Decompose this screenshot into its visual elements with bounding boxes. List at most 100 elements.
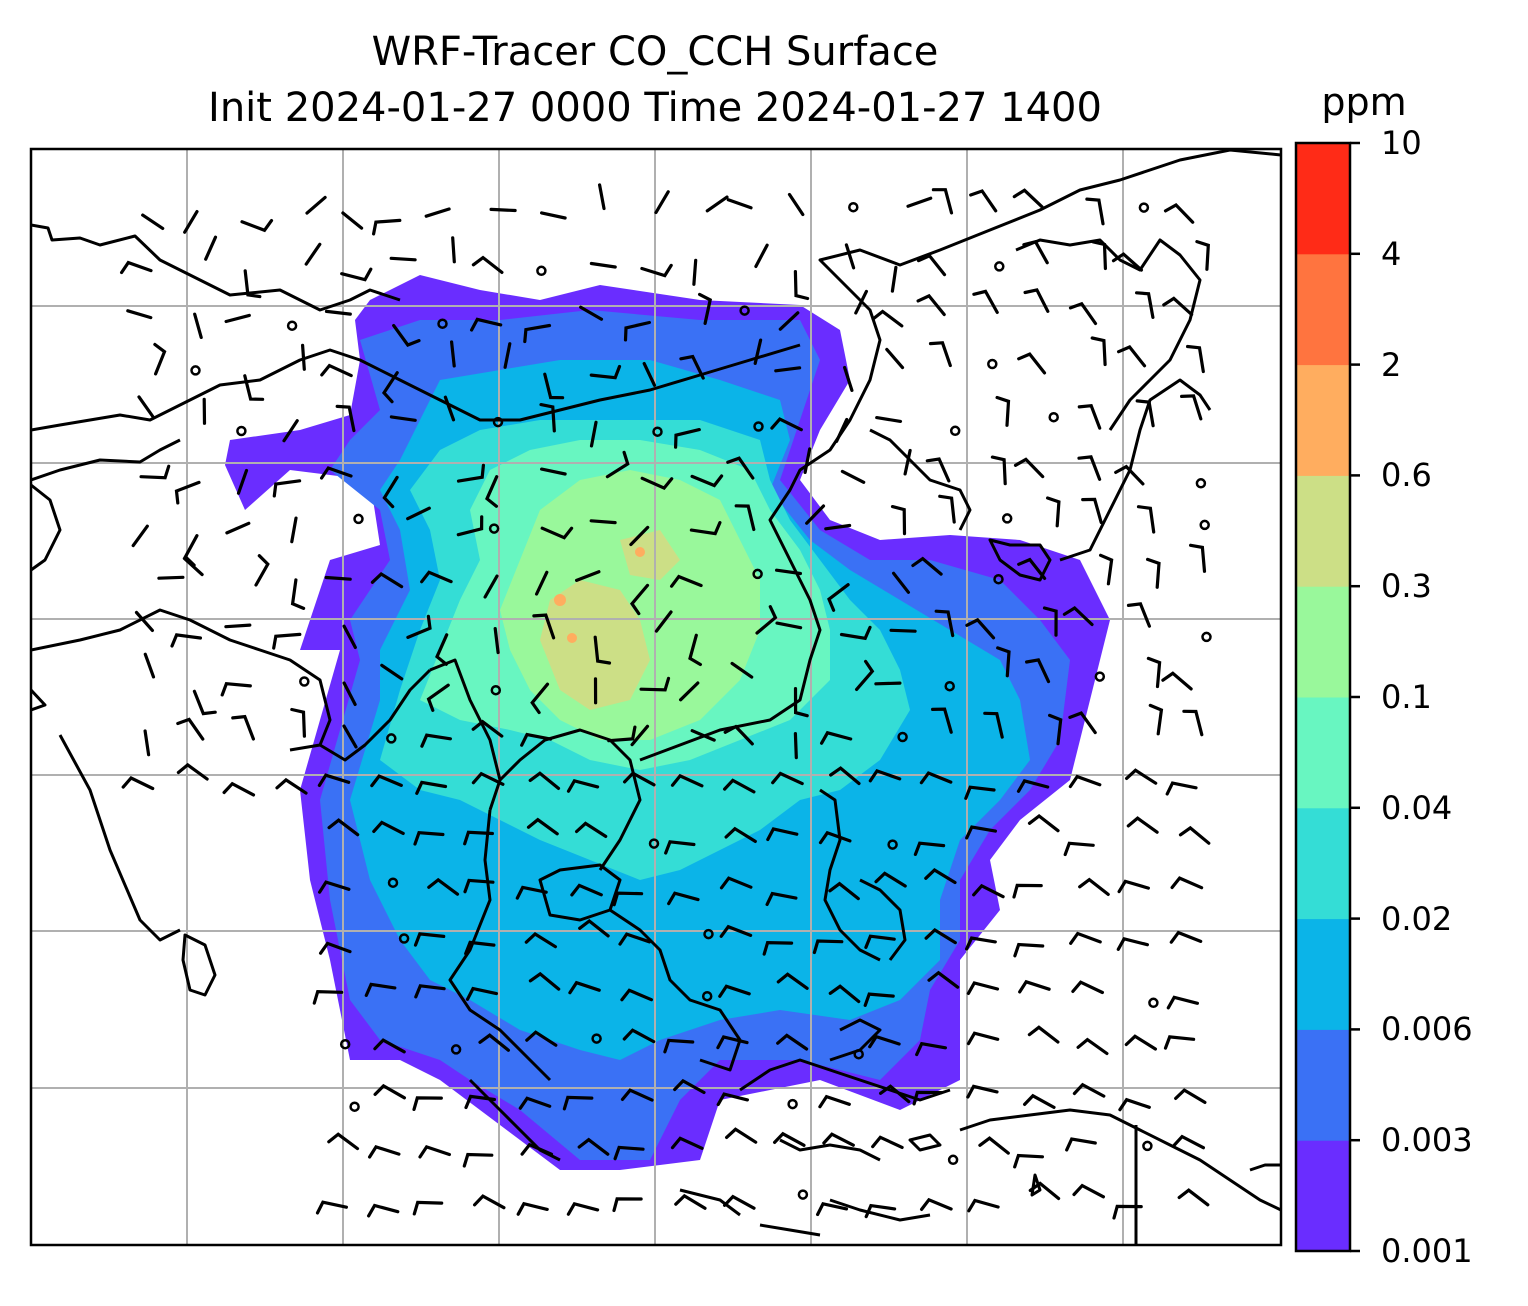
wind-barb [623, 320, 651, 342]
wind-barb [174, 480, 201, 505]
wind-barb [1012, 883, 1043, 899]
wind-barb [776, 1033, 809, 1051]
wind-barb [639, 676, 671, 692]
wind-barb [305, 195, 327, 215]
wind-barb [805, 504, 826, 525]
wind-barb [911, 556, 943, 576]
calm-wind-circle [1001, 513, 1013, 524]
wind-barb [1124, 1034, 1157, 1051]
wind-barb [892, 571, 910, 594]
colorbar-tick-label: 10 [1381, 124, 1422, 162]
wind-barb [919, 771, 953, 785]
wind-barb [335, 404, 356, 433]
wind-barb [705, 195, 729, 213]
calm-wind-circle [949, 425, 961, 437]
colorbar-segment [1296, 586, 1350, 698]
wind-barb [931, 188, 954, 215]
wind-barb [301, 343, 306, 371]
wind-barb [524, 931, 557, 949]
wind-barb [463, 830, 494, 846]
wind-barb [778, 311, 800, 331]
wind-barb [969, 189, 998, 213]
wind-barb [120, 260, 153, 275]
calm-wind-circle [1138, 202, 1150, 213]
wind-barb [566, 1201, 600, 1216]
wind-barb [450, 340, 456, 368]
wind-barbs [120, 183, 1212, 1220]
wind-barb [854, 289, 868, 315]
wind-barb [134, 610, 154, 632]
wind-barb [1182, 709, 1204, 737]
wind-barb [578, 918, 610, 938]
wind-barb [528, 971, 561, 991]
wind-barb [1169, 930, 1203, 944]
calm-wind-circle [488, 523, 500, 534]
calm-wind-circle [339, 1038, 351, 1050]
wind-barb [990, 455, 1007, 486]
wind-barb [471, 719, 504, 738]
wind-barb [412, 1096, 443, 1111]
wind-barb [126, 309, 153, 320]
wind-barb [406, 506, 431, 521]
wind-barb [931, 707, 953, 734]
wind-barb [473, 1194, 506, 1210]
wind-barb [1174, 1088, 1207, 1104]
wind-barb [924, 927, 957, 945]
wind-barb [1116, 936, 1149, 951]
wind-barb [1112, 1204, 1143, 1220]
wind-barb [793, 687, 809, 718]
wind-barb [1027, 1025, 1060, 1044]
wind-barb [1025, 658, 1051, 684]
wind-barb [222, 781, 256, 797]
wind-barb [1163, 203, 1195, 224]
wind-barb [1077, 403, 1102, 430]
calm-wind-circle [1199, 519, 1210, 531]
wind-barb [670, 574, 703, 588]
wind-barb [272, 632, 302, 650]
wind-barb [753, 338, 763, 365]
wind-barb [605, 450, 630, 479]
wind-barb [485, 475, 499, 508]
wind-barb [415, 780, 448, 795]
colorbar-segment [1296, 697, 1350, 809]
colorbar-unit-label: ppm [1321, 80, 1407, 124]
wind-barb [1177, 1188, 1210, 1207]
calm-wind-circle [994, 261, 1005, 272]
wind-barb [364, 982, 397, 997]
wind-barb [478, 1033, 510, 1052]
calm-wind-circle [591, 1033, 602, 1044]
wind-barb [530, 682, 550, 715]
wind-barb [724, 826, 757, 843]
wind-barb [1135, 399, 1155, 428]
wind-barb [176, 762, 209, 781]
wind-barb [1016, 779, 1050, 793]
wind-barb [593, 635, 612, 665]
wind-barb [483, 574, 499, 599]
wind-barb [754, 243, 769, 268]
wind-barb [640, 263, 673, 278]
wind-barb [868, 768, 902, 783]
wind-barb [420, 733, 452, 748]
wind-barb [131, 524, 149, 548]
wind-barb [773, 1131, 806, 1147]
wind-barb [629, 525, 650, 547]
wind-barb [839, 625, 872, 641]
wind-barb [243, 269, 262, 299]
wind-barb [829, 766, 861, 786]
wind-barb [520, 1142, 554, 1156]
wind-barb [844, 243, 856, 270]
wind-barb [607, 725, 637, 743]
wind-barb [543, 372, 565, 400]
wind-barb [965, 936, 997, 951]
wind-barb [642, 362, 657, 387]
wind-barb [224, 313, 251, 324]
wind-barb [654, 190, 670, 215]
wind-barb [368, 1145, 401, 1159]
wind-barb [1072, 1082, 1106, 1098]
wind-barb [1125, 768, 1158, 785]
wind-barb [771, 771, 804, 786]
calm-wind-circle [944, 680, 955, 692]
wind-barb [972, 289, 999, 314]
map-area [31, 149, 1281, 1245]
wind-barb [667, 891, 700, 906]
